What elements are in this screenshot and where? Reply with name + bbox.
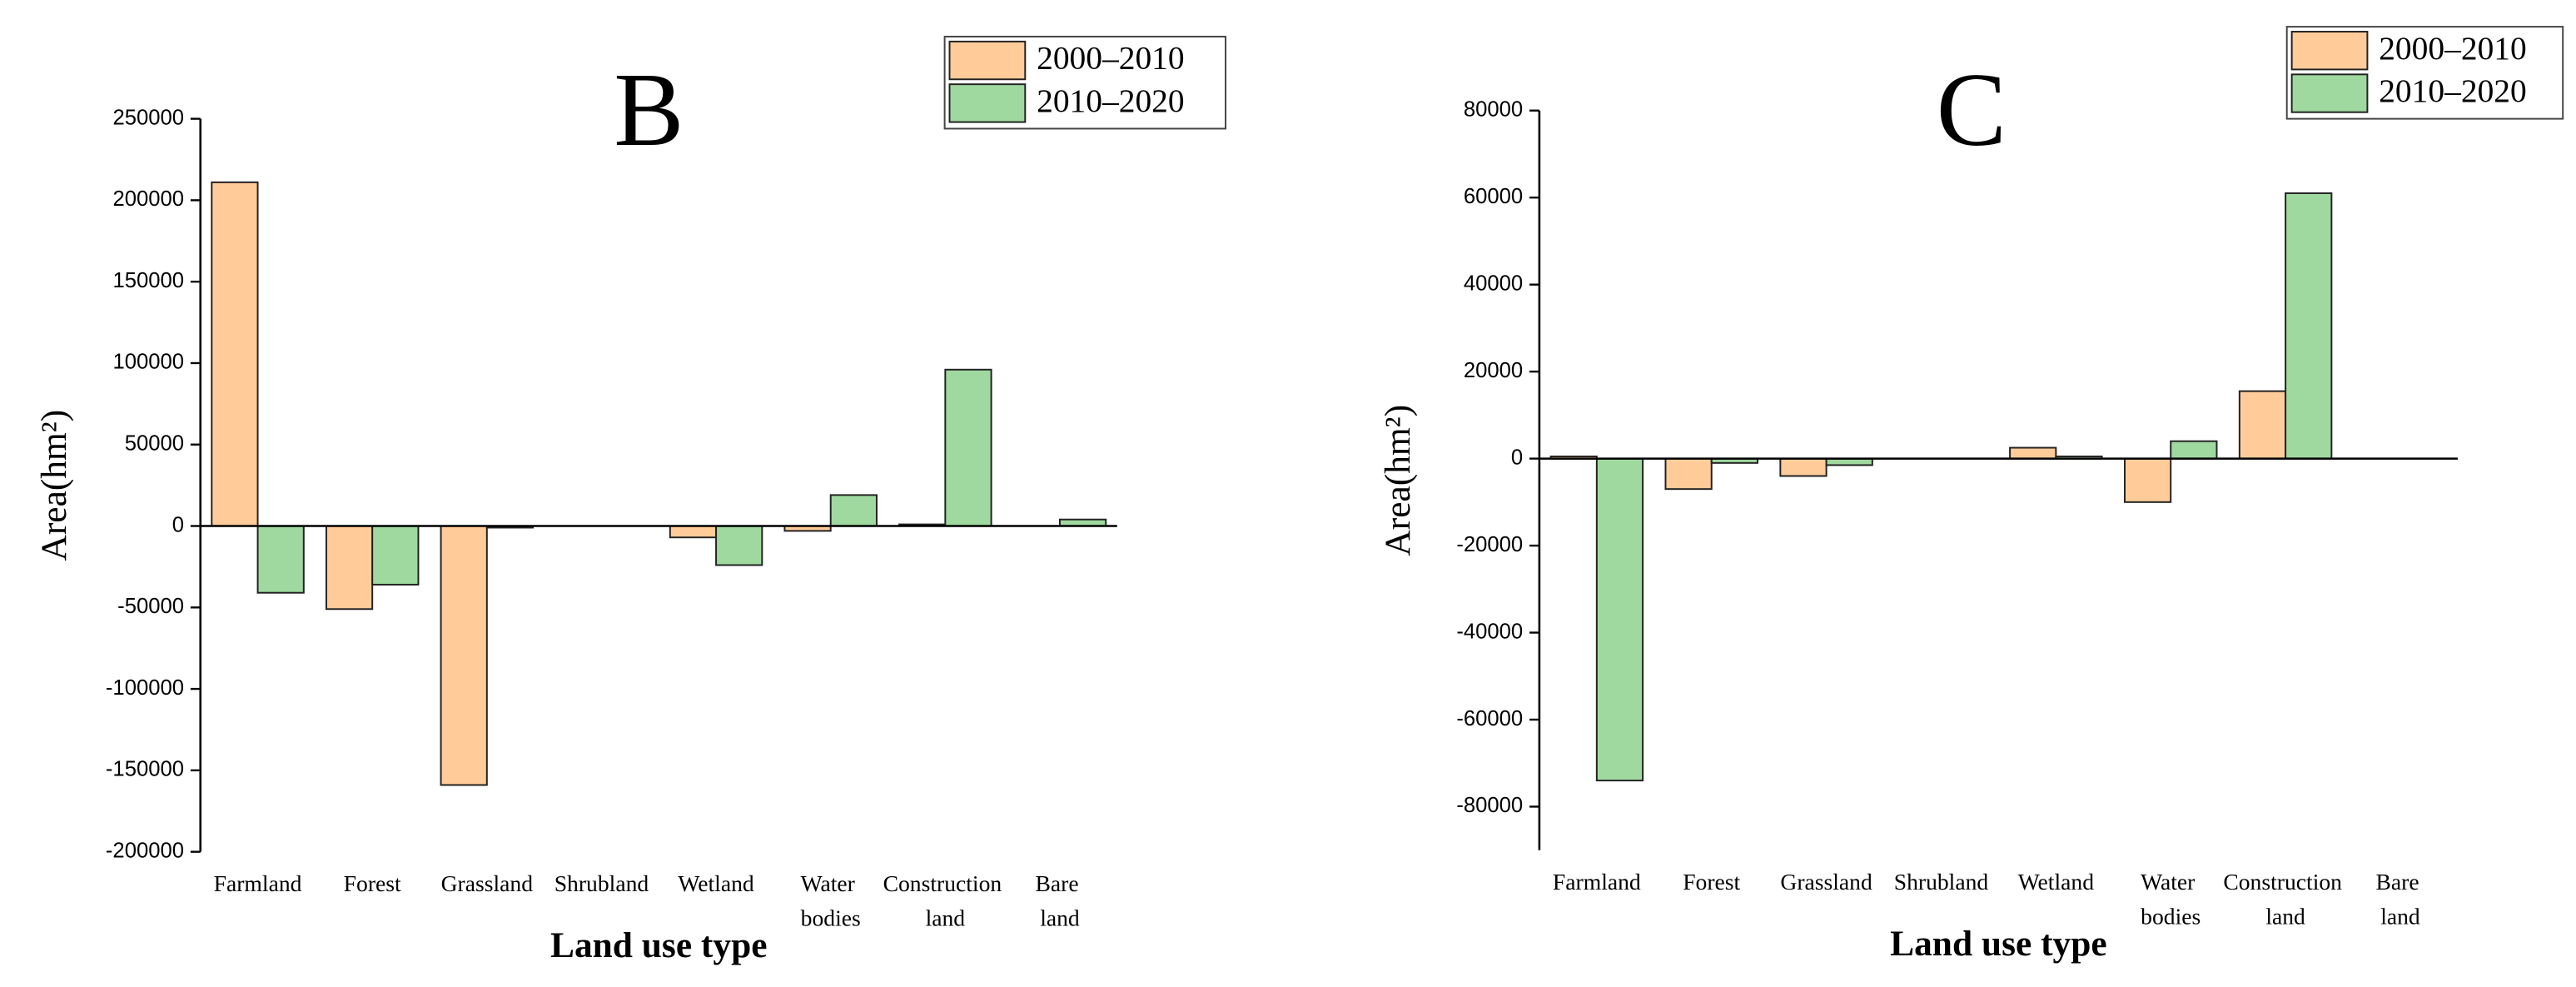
y-tick-label: 50000 [125, 432, 184, 456]
chart-title: C [1937, 52, 2007, 168]
bar [256, 525, 305, 594]
bar [1595, 457, 1644, 782]
bar [371, 525, 420, 586]
x-tick-label: Grassland [1780, 869, 1872, 895]
bar [211, 181, 259, 527]
x-tick-label: Grassland [441, 870, 534, 896]
x-tick-label: Shrubland [1894, 869, 1989, 895]
bar [715, 525, 763, 566]
y-tick-label: -80000 [1456, 794, 1523, 817]
chart-title: B [614, 52, 684, 168]
x-axis-label: Land use type [550, 925, 768, 965]
x-tick-label: Forest [1683, 869, 1740, 895]
legend-swatch [2290, 73, 2369, 113]
y-tick-label: 150000 [112, 269, 184, 292]
bar [829, 494, 878, 527]
x-tick-label: Forest [344, 870, 401, 896]
y-tick-label: -40000 [1456, 620, 1523, 643]
y-tick-label: -20000 [1456, 533, 1523, 556]
x-tick-label: Wetland [678, 870, 754, 896]
bar [2238, 390, 2287, 460]
x-tick-label: Bare land [1035, 870, 1084, 930]
bar [440, 525, 488, 786]
legend-swatch [948, 40, 1027, 81]
bar [2123, 457, 2172, 503]
x-tick-label: Farmland [214, 870, 302, 896]
y-tick-label: 60000 [1464, 185, 1523, 208]
bar [2009, 446, 2057, 460]
y-tick-label: 40000 [1464, 272, 1523, 295]
y-tick-label: 200000 [112, 187, 184, 211]
legend-label: 2000–2010 [2379, 30, 2527, 67]
x-tick-label: Water bodies [801, 870, 861, 930]
y-tick-label: -200000 [106, 839, 184, 862]
legend-label: 2000–2010 [1037, 40, 1185, 77]
y-tick-label: -50000 [117, 595, 184, 618]
x-tick-label: Construction land [883, 870, 1008, 930]
bar [1779, 457, 1828, 477]
y-axis-label: Area(hm²) [34, 410, 74, 561]
y-tick-label: 0 [1511, 446, 1523, 469]
x-tick-label: Construction land [2223, 869, 2348, 929]
legend-label: 2010–2020 [2379, 72, 2527, 109]
y-tick-label: 100000 [112, 351, 184, 374]
legend-swatch [948, 83, 1027, 123]
bar [1664, 457, 1713, 491]
bar [944, 368, 992, 527]
bar [669, 525, 718, 539]
x-tick-label: Farmland [1553, 869, 1641, 895]
y-tick-label: 80000 [1464, 98, 1523, 122]
x-tick-label: Bare land [2375, 869, 2424, 929]
y-tick-label: -100000 [106, 676, 184, 700]
bar [325, 525, 374, 611]
x-tick-label: Wetland [2018, 869, 2095, 895]
y-axis-label: Area(hm²) [1378, 405, 1418, 556]
x-axis-label: Land use type [1890, 924, 2107, 964]
bar [2285, 192, 2333, 460]
bar [2170, 440, 2218, 460]
y-tick-label: 250000 [112, 106, 184, 129]
legend-swatch [2290, 31, 2369, 71]
y-tick-label: 0 [172, 513, 184, 536]
y-tick-label: 20000 [1464, 359, 1523, 382]
y-tick-label: -150000 [106, 758, 184, 781]
x-tick-label: Water bodies [2141, 869, 2201, 929]
x-tick-label: Shrubland [554, 870, 649, 896]
y-tick-label: -60000 [1456, 707, 1523, 730]
legend-label: 2010–2020 [1037, 82, 1185, 119]
